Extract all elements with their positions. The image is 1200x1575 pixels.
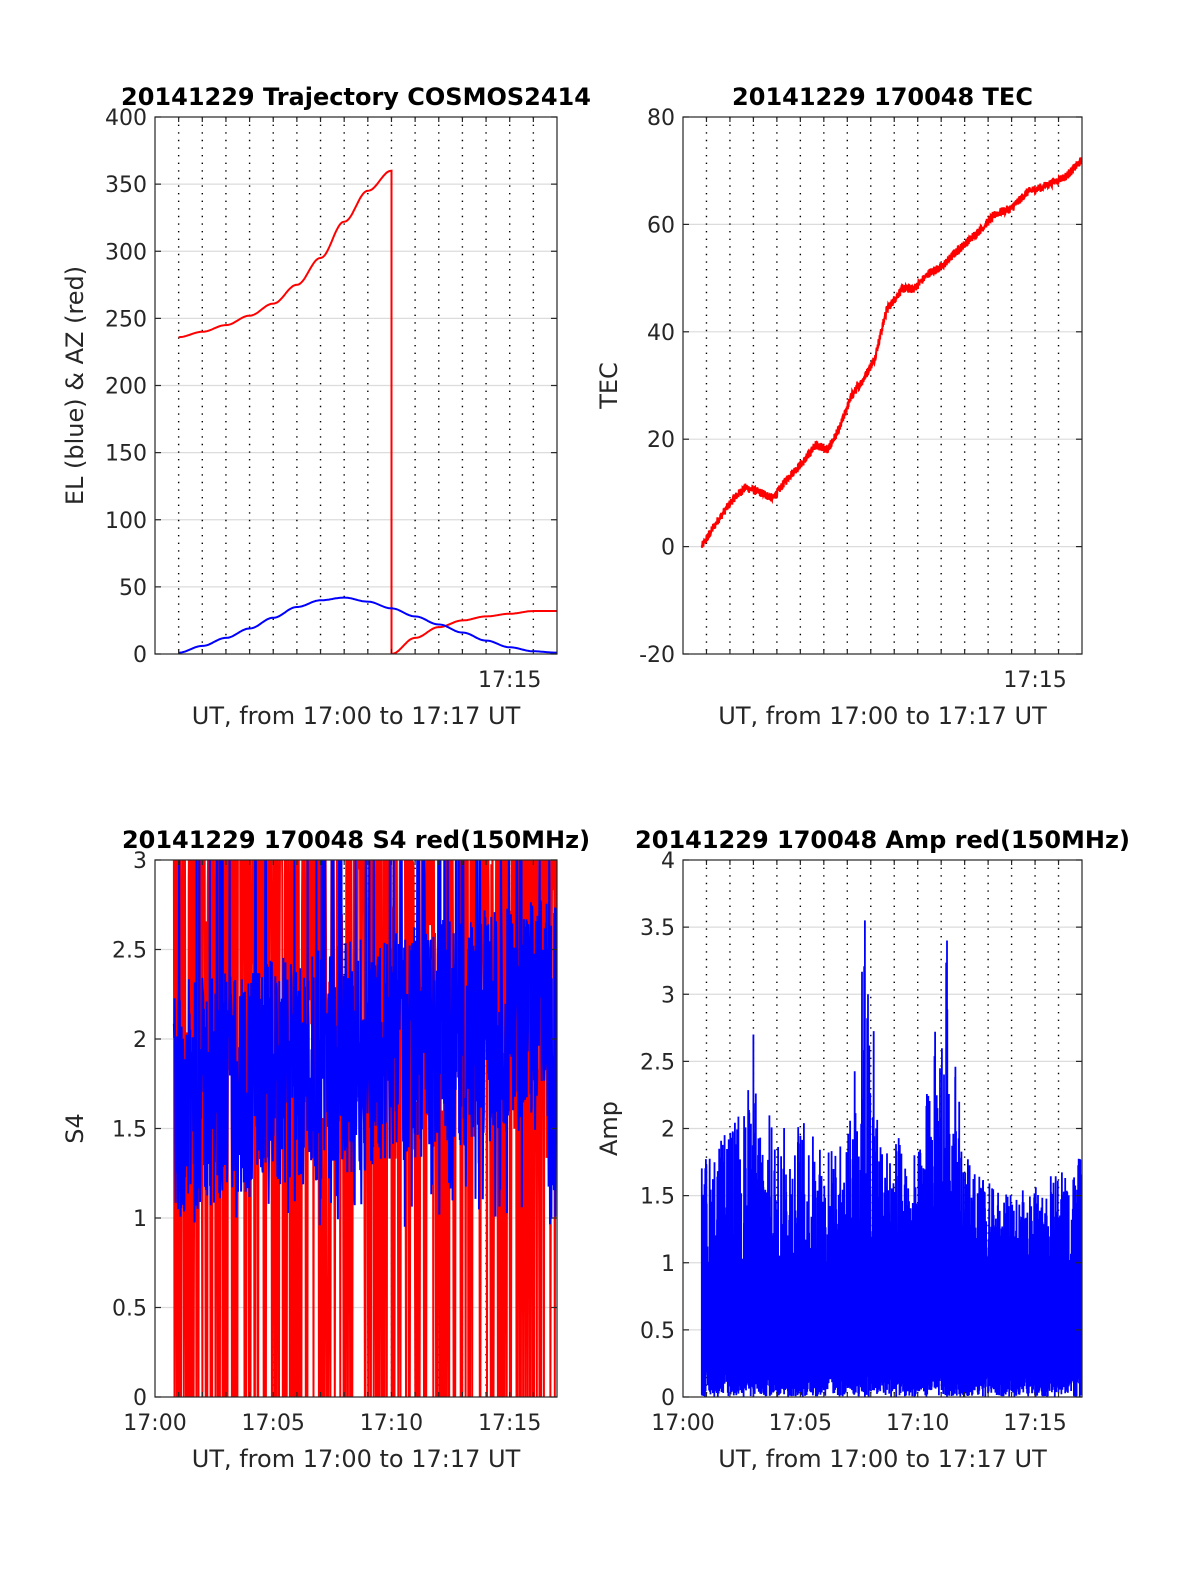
- y-tick-label: 0.5: [112, 1297, 147, 1322]
- y-tick-label: 2.5: [112, 939, 147, 964]
- plot-area: [700, 157, 1082, 548]
- series-tec: [700, 157, 1082, 548]
- y-tick-label: 0: [133, 1386, 147, 1411]
- y-axis-label: EL (blue) & AZ (red): [61, 266, 89, 505]
- chart-tec: -20 0 20 40 60 80 17:15 UT, from 17:00 to 17:17…: [595, 83, 1083, 730]
- y-tick-label: 250: [105, 307, 147, 332]
- series-az: [178, 169, 557, 654]
- x-tick-label: 17:15: [478, 668, 541, 693]
- y-tick-label: 60: [647, 213, 675, 238]
- y-tick-label: 0: [661, 1386, 675, 1411]
- x-tick-label: 17:10: [360, 1411, 423, 1436]
- plot-area: [172, 860, 557, 1397]
- y-tick-label: 3: [133, 849, 147, 874]
- plot-area: [700, 920, 1082, 1397]
- x-axis-label: UT, from 17:00 to 17:17 UT: [718, 1445, 1047, 1473]
- y-tick-label: 1.5: [640, 1185, 675, 1210]
- y-tick-label: 40: [647, 321, 675, 346]
- x-tick-label: 17:15: [478, 1411, 541, 1436]
- y-tick-label: 50: [119, 576, 147, 601]
- y-tick-label: 150: [105, 442, 147, 467]
- series-amp: [700, 920, 1082, 1397]
- y-tick-label: 3: [661, 983, 675, 1008]
- y-tick-label: 0: [661, 536, 675, 561]
- plot-area: [178, 169, 557, 654]
- y-tick-label: 2: [661, 1118, 675, 1143]
- y-axis-label: S4: [61, 1113, 89, 1144]
- y-axis-label: TEC: [595, 362, 623, 410]
- y-tick-label: 80: [647, 106, 675, 131]
- y-tick-label: 2.5: [640, 1050, 675, 1075]
- x-axis-label: UT, from 17:00 to 17:17 UT: [192, 1445, 521, 1473]
- chart-title: 20141229 170048 S4 red(150MHz): [122, 826, 590, 854]
- y-axis-label: Amp: [595, 1101, 623, 1156]
- x-tick-label: 17:00: [651, 1411, 714, 1436]
- axes-box: [682, 116, 1083, 655]
- y-tick-label: 1: [133, 1207, 147, 1232]
- chart-s4: 0 0.5 1 1.5 2 2.5 3 17:00 17:05 17:10 17:15 UT, fro…: [61, 826, 590, 1473]
- y-tick-label: 1.5: [112, 1118, 147, 1143]
- y-tick-label: 4: [661, 849, 675, 874]
- chart-amp: 0 0.5 1 1.5 2 2.5 3 3.5 4 17:00 17:05 17:10 17:15 UT,…: [595, 826, 1130, 1473]
- y-tick-label: 1: [661, 1252, 675, 1277]
- chart-title: 20141229 170048 TEC: [732, 83, 1033, 111]
- y-tick-label: 20: [647, 428, 675, 453]
- y-tick-label: 3.5: [640, 916, 675, 941]
- x-axis-label: UT, from 17:00 to 17:17 UT: [718, 702, 1047, 730]
- series-s4_blue: [172, 860, 557, 1227]
- x-tick-label: 17:15: [1003, 1411, 1066, 1436]
- x-tick-label: 17:10: [886, 1411, 949, 1436]
- x-tick-label: 17:15: [1003, 668, 1066, 693]
- x-tick-label: 17:05: [769, 1411, 832, 1436]
- y-tick-label: 0: [133, 643, 147, 668]
- y-tick-label: 200: [105, 375, 147, 400]
- y-tick-label: 0.5: [640, 1319, 675, 1344]
- y-tick-label: 100: [105, 509, 147, 534]
- series-el: [178, 596, 557, 654]
- x-tick-label: 17:00: [123, 1411, 186, 1436]
- y-tick-label: 300: [105, 240, 147, 265]
- chart-title: 20141229 Trajectory COSMOS2414: [121, 83, 591, 111]
- y-tick-label: -20: [639, 643, 675, 668]
- y-tick-label: 400: [105, 106, 147, 131]
- y-tick-label: 2: [133, 1028, 147, 1053]
- x-axis-label: UT, from 17:00 to 17:17 UT: [192, 702, 521, 730]
- chart-trajectory: 0 50 100 150 200 250 300 350 400 17:15 UT, from 17…: [61, 83, 591, 730]
- x-tick-label: 17:05: [242, 1411, 305, 1436]
- chart-title: 20141229 170048 Amp red(150MHz): [635, 826, 1130, 854]
- y-tick-label: 350: [105, 173, 147, 198]
